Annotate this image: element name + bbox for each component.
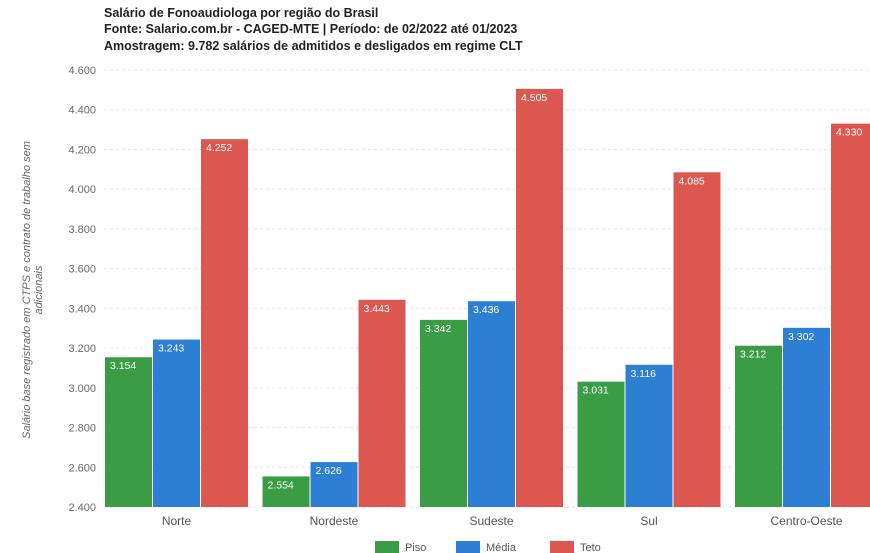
bar-teto-norte[interactable] (201, 139, 248, 507)
y-tick-label: 3.200 (68, 343, 96, 355)
y-tick-label: 4.400 (68, 105, 96, 117)
y-axis-label-line: Salário base registrado em CTPS e contra… (21, 141, 33, 439)
bar-value-label: 3.154 (110, 360, 136, 372)
bar-mdia-nordeste[interactable] (310, 462, 358, 507)
bar-value-label: 4.505 (521, 92, 547, 104)
bar-mdia-norte[interactable] (153, 339, 200, 507)
bar-teto-nordeste[interactable] (358, 299, 406, 507)
bar-teto-sudeste[interactable] (516, 88, 563, 507)
chart-subtitle-source: Fonte: Salario.com.br - CAGED-MTE | Perí… (104, 22, 518, 36)
bar-value-label: 3.302 (788, 331, 814, 343)
y-tick-label: 2.400 (68, 502, 96, 514)
legend-swatch-mdia[interactable] (456, 541, 480, 553)
bar-value-label: 2.626 (316, 465, 342, 477)
x-category-label: Centro-Oeste (770, 514, 842, 528)
bar-value-label: 4.085 (679, 175, 705, 187)
legend-swatch-teto[interactable] (550, 541, 574, 553)
bar-value-label: 2.554 (268, 479, 294, 491)
bar-value-label: 3.342 (425, 323, 451, 335)
y-tick-label: 4.600 (68, 65, 96, 77)
y-tick-label: 2.800 (68, 423, 96, 435)
bar-value-label: 3.212 (740, 349, 766, 361)
x-category-label: Sul (640, 514, 657, 528)
bars (105, 88, 870, 507)
chart-subtitle-sample: Amostragem: 9.782 salários de admitidos … (104, 39, 523, 53)
bar-piso-nordeste[interactable] (262, 476, 310, 507)
y-axis-label-line: adicionais (33, 265, 45, 314)
bar-piso-sudeste[interactable] (420, 319, 467, 507)
y-tick-label: 3.600 (68, 264, 96, 276)
x-category-label: Nordeste (310, 514, 359, 528)
bar-mdia-centrooeste[interactable] (783, 327, 830, 507)
y-tick-label: 3.800 (68, 224, 96, 236)
y-tick-label: 4.200 (68, 144, 96, 156)
bar-value-label: 3.436 (473, 304, 499, 316)
bar-value-label: 3.031 (583, 385, 609, 397)
bar-mdia-sul[interactable] (625, 364, 673, 507)
bar-piso-centrooeste[interactable] (735, 345, 782, 507)
bar-value-labels: 3.154 3.243 4.252 2.554 2.626 3.443 3.342 3.436… (110, 92, 862, 492)
bar-piso-sul[interactable] (577, 381, 625, 507)
legend-label[interactable]: Média (486, 542, 517, 553)
x-category-label: Sudeste (469, 514, 513, 528)
bar-value-label: 3.116 (631, 368, 657, 380)
y-axis-ticks: 2.400 2.600 2.800 3.000 3.200 3.400 3.600 3.800… (68, 65, 96, 514)
bar-value-label: 4.252 (206, 142, 232, 154)
legend-label[interactable]: Piso (405, 542, 426, 553)
y-tick-label: 3.400 (68, 303, 96, 315)
legend[interactable]: Piso Média Teto (375, 541, 601, 553)
legend-swatch-piso[interactable] (375, 541, 399, 553)
bar-value-label: 3.443 (364, 303, 390, 315)
bar-piso-norte[interactable] (105, 357, 152, 507)
bar-teto-sul[interactable] (673, 172, 721, 507)
y-tick-label: 2.600 (68, 462, 96, 474)
x-category-label: Norte (162, 514, 192, 528)
legend-label[interactable]: Teto (580, 542, 601, 553)
chart-title: Salário de Fonoaudiologa por região do B… (104, 6, 379, 20)
bar-teto-centrooeste[interactable] (831, 123, 870, 507)
bar-value-label: 3.243 (158, 343, 184, 355)
bar-mdia-sudeste[interactable] (468, 301, 515, 507)
y-tick-label: 4.000 (68, 184, 96, 196)
bar-value-label: 4.330 (836, 127, 862, 139)
y-axis-label: Salário base registrado em CTPS e contra… (21, 141, 45, 439)
x-axis-categories: Norte Nordeste Sudeste Sul Centro-Oeste (162, 514, 843, 528)
y-tick-label: 3.000 (68, 383, 96, 395)
